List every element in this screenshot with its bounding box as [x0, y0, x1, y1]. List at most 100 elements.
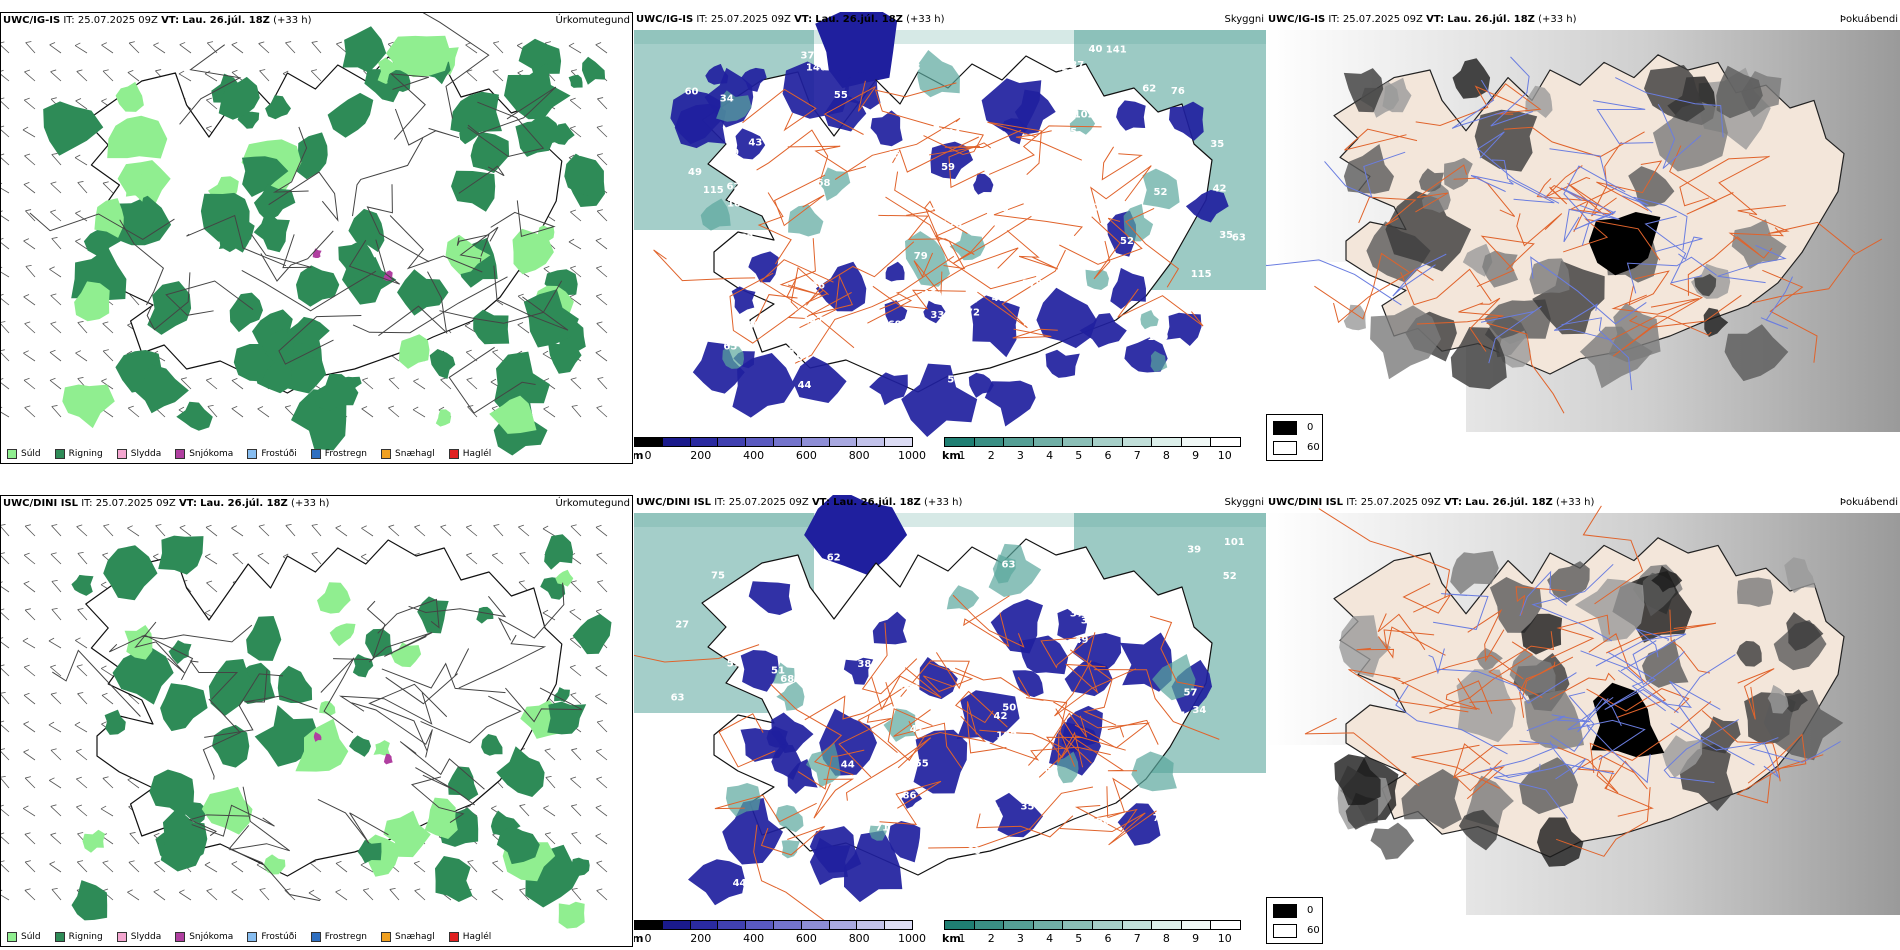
- ceiling-value-label: 37: [1070, 60, 1084, 71]
- ceiling-value-label: 79: [914, 251, 928, 262]
- ceiling-value-label: 167: [961, 564, 982, 575]
- ceiling-value-label: 126: [684, 304, 705, 315]
- panel-title: UWC/DINI ISL IT: 25.07.2025 09Z VT: Lau.…: [1268, 497, 1595, 508]
- ceiling-value-label: 115: [703, 185, 724, 196]
- ceiling-value-label: 62: [1142, 83, 1156, 94]
- ceiling-value-label: 71: [828, 244, 842, 255]
- ceiling-value-label: 67: [986, 807, 1000, 818]
- colorbar-tick: 2: [987, 932, 995, 945]
- precip-legend-item: Snæhagl: [381, 449, 435, 459]
- visibility-panel-2: UWC/DINI ISL IT: 25.07.2025 09Z VT: Lau.…: [634, 495, 1266, 947]
- colorbar-segment: [745, 437, 774, 447]
- legend-label: Slydda: [130, 932, 162, 942]
- ceiling-value-label: 36: [1044, 254, 1058, 265]
- colorbar-segment: [973, 437, 1005, 447]
- precip-map: [1, 13, 608, 456]
- legend-swatch: [448, 932, 459, 942]
- ceiling-value-label: 169: [881, 319, 902, 330]
- legend-swatch: [247, 449, 258, 459]
- precip-legend-item: Haglél: [448, 932, 492, 942]
- ceiling-value-label: 117: [824, 213, 845, 224]
- colorbar-tick: 9: [1192, 932, 1200, 945]
- legend-label: Haglél: [462, 449, 492, 459]
- colorbar-tick: 9: [1192, 449, 1200, 462]
- legend-label: Frostregn: [324, 932, 368, 942]
- ceiling-value-label: 103: [867, 234, 888, 245]
- ceiling-value-label: 63: [1232, 233, 1246, 244]
- panel-variable-name: Úrkomutegund: [555, 498, 630, 509]
- legend-swatch: [381, 449, 392, 459]
- ceiling-value-label: 48: [937, 207, 951, 218]
- ceiling-value-label: 38: [906, 62, 920, 73]
- ceiling-value-label: 86: [903, 791, 917, 802]
- legend-label: Haglél: [462, 932, 492, 942]
- ceiling-value-label: 52: [1154, 187, 1168, 198]
- ceiling-value-label: 59: [668, 795, 682, 806]
- ceiling-value-label: 39: [893, 591, 907, 602]
- panel-variable-name: Þokuábendi: [1839, 497, 1898, 508]
- colorbar-tick: 7: [1133, 449, 1141, 462]
- ceiling-value-label: 41: [1124, 378, 1138, 389]
- legend-swatch: [175, 449, 186, 459]
- colorbar-tick: 1: [958, 449, 966, 462]
- precip-legend-item: Súld: [7, 932, 41, 942]
- colorbar-segment: [661, 920, 691, 930]
- fog-legend-swatch-60: [1273, 924, 1297, 938]
- ceiling-value-label: 55: [834, 90, 848, 101]
- ceiling-value-label: 62: [757, 564, 771, 575]
- colorbar-tick: 200: [690, 449, 712, 462]
- precip-legend-item: Rigning: [54, 449, 103, 459]
- colorbar-tick: 8: [1162, 449, 1170, 462]
- colorbar-segment: [745, 920, 774, 930]
- ceiling-value-label: 40: [1089, 44, 1103, 55]
- ceiling-value-label: 71: [875, 822, 889, 833]
- ceiling-value-label: 41: [992, 293, 1006, 304]
- colorbar-segment: [800, 920, 830, 930]
- ceiling-value-label: 32: [931, 201, 945, 212]
- colorbar-tick: 600: [795, 932, 817, 945]
- colorbar-segment: [1180, 920, 1212, 930]
- ceiling-value-label: 57: [1184, 688, 1198, 699]
- legend-swatch: [7, 932, 17, 942]
- precip-legend-item: Slydda: [116, 449, 162, 459]
- ceiling-value-label: 51: [771, 666, 785, 677]
- ceiling-value-label: 102: [1074, 110, 1095, 121]
- colorbar-segment: [1121, 437, 1153, 447]
- colorbar-tick: 6: [1104, 449, 1112, 462]
- colorbar-tick: 400: [743, 449, 765, 462]
- precip-type-panel-2: UWC/DINI ISL IT: 25.07.2025 09Z VT: Lau.…: [0, 495, 633, 947]
- ceiling-value-label: 82: [985, 645, 999, 656]
- precip-legend-item: Súld: [7, 449, 41, 459]
- legend-label: Súld: [21, 932, 41, 942]
- colorbar-segment: [800, 437, 830, 447]
- colorbar-tick: 7: [1133, 932, 1141, 945]
- colorbar-segment: [1092, 437, 1123, 447]
- precip-legend-item: Frostregn: [310, 449, 367, 459]
- ceiling-value-label: 72: [966, 308, 980, 319]
- precip-legend-item: Snjókoma: [175, 932, 233, 942]
- ceiling-value-label: 41: [1129, 143, 1143, 154]
- legend-label: Snjókoma: [189, 449, 234, 459]
- ceiling-value-label: 32: [940, 103, 954, 114]
- panel-title: UWC/IG-IS IT: 25.07.2025 09Z VT: Lau. 26…: [1268, 14, 1577, 25]
- colorbar-segment: [856, 920, 886, 930]
- colorbar-segment: [634, 920, 663, 930]
- legend-label: Slydda: [130, 449, 162, 459]
- ceiling-value-label: 52: [1223, 571, 1237, 582]
- visibility-colorbar: km 1 2 3 4 5 6 7 8 9 10: [942, 437, 1264, 463]
- colorbar-segment: [1210, 437, 1241, 447]
- fog-index-panel-1: UWC/IG-IS IT: 25.07.2025 09Z VT: Lau. 26…: [1266, 12, 1900, 464]
- colorbar-segment: [856, 437, 886, 447]
- legend-swatch: [116, 449, 127, 459]
- panel-variable-name: Skyggni: [1224, 497, 1264, 508]
- legend-label: Frostúði: [261, 449, 297, 459]
- precip-legend-item: Snjókoma: [175, 449, 233, 459]
- fog-map: [1266, 30, 1900, 432]
- colorbar-unit: km: [942, 932, 961, 945]
- ceiling-value-label: 65: [781, 346, 795, 357]
- ceiling-value-label: 62: [727, 182, 741, 193]
- colorbar-segment: [1092, 920, 1123, 930]
- colorbar-tick: 4: [1046, 449, 1054, 462]
- fog-legend-label-60: 60: [1307, 442, 1320, 453]
- legend-label: Snæhagl: [395, 932, 435, 942]
